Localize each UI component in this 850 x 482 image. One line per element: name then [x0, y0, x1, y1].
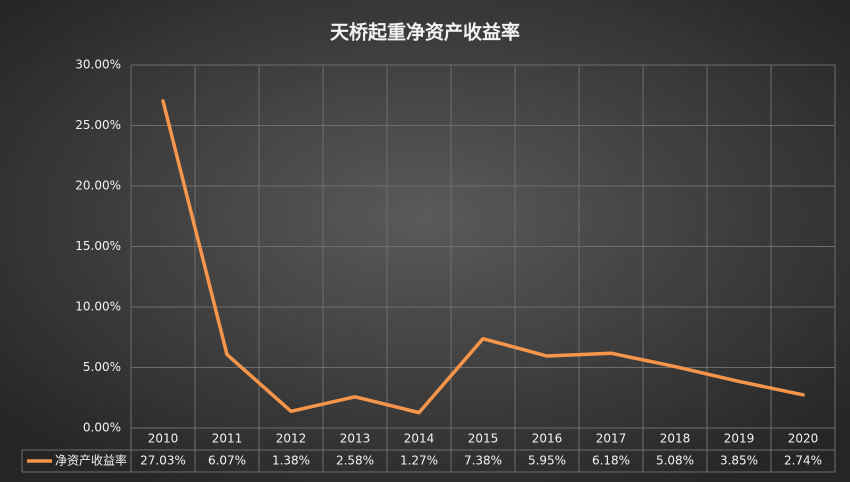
x-tick-label: 2016: [532, 432, 563, 446]
table-value: 6.18%: [592, 454, 630, 468]
table-value: 2.74%: [784, 454, 822, 468]
x-tick-label: 2018: [660, 432, 691, 446]
y-tick-label: 25.00%: [75, 118, 121, 132]
table-value: 5.08%: [656, 454, 694, 468]
chart-title: 天桥起重净资产收益率: [330, 21, 520, 44]
table-value: 6.07%: [208, 454, 246, 468]
x-tick-label: 2019: [724, 432, 755, 446]
y-tick-label: 30.00%: [75, 58, 121, 72]
x-tick-label: 2012: [276, 432, 307, 446]
x-tick-label: 2013: [340, 432, 371, 446]
series-line: [161, 99, 805, 415]
table-value: 2.58%: [336, 454, 374, 468]
x-tick-label: 2014: [404, 432, 435, 446]
legend-label: 净资产收益率: [55, 453, 127, 468]
table-value: 3.85%: [720, 454, 758, 468]
table-value: 1.38%: [272, 454, 310, 468]
table-value: 27.03%: [140, 454, 186, 468]
x-tick-label: 2015: [468, 432, 499, 446]
table-value: 5.95%: [528, 454, 566, 468]
y-tick-label: 20.00%: [75, 179, 121, 193]
x-tick-label: 2010: [148, 432, 179, 446]
x-tick-label: 2017: [596, 432, 627, 446]
table-value: 1.27%: [400, 454, 438, 468]
y-tick-label: 5.00%: [83, 360, 121, 374]
x-tick-label: 2020: [788, 432, 819, 446]
table-value: 7.38%: [464, 454, 502, 468]
y-tick-label: 15.00%: [75, 239, 121, 253]
y-tick-label: 0.00%: [83, 421, 121, 435]
x-tick-label: 2011: [212, 432, 243, 446]
y-tick-label: 10.00%: [75, 300, 121, 314]
